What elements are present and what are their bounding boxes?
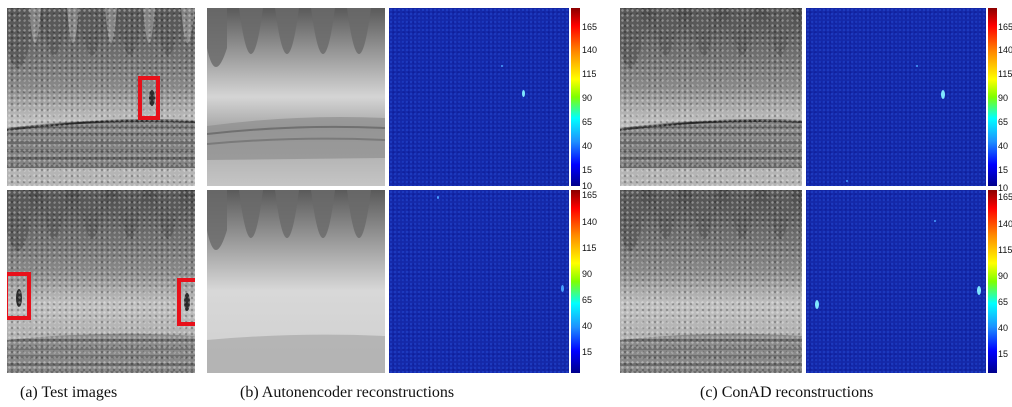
noise-texture	[620, 190, 802, 373]
tick-165: 165	[582, 22, 598, 32]
tick-15: 15	[582, 165, 593, 175]
noise-texture	[620, 8, 802, 186]
heatmap-noise	[806, 190, 986, 373]
caption-conad: (c) ConAD reconstructions	[700, 384, 874, 401]
tick-115: 115	[582, 243, 597, 253]
ae-recon-pattern-bottom	[207, 190, 385, 373]
caption-autoencoder: (b) Autonencoder reconstructions	[240, 384, 455, 401]
tick-90: 90	[582, 93, 593, 103]
tick-140: 140	[998, 219, 1012, 229]
tick-40: 40	[582, 321, 593, 331]
tick-65: 65	[582, 117, 593, 127]
tick-115: 115	[998, 245, 1012, 255]
panel-conad: 165 140 115 90 65 40 15	[620, 8, 1012, 373]
tick-90: 90	[998, 271, 1009, 281]
caption-test-images: (a) Test images	[20, 384, 118, 401]
conad-reconstruction-bottom	[620, 190, 802, 373]
textile-pattern-bottom	[7, 190, 195, 373]
tick-115: 115	[582, 69, 597, 79]
conad-error-heatmap-bottom	[806, 190, 986, 373]
tick-10: 10	[582, 181, 593, 191]
tick-15: 15	[998, 165, 1009, 175]
tick-40: 40	[998, 141, 1009, 151]
anomaly-spot-faint	[934, 220, 936, 222]
heatmap-noise	[389, 190, 569, 373]
ae-error-heatmap-top	[389, 8, 569, 186]
noise-texture	[7, 8, 195, 186]
anomaly-spot-faint	[501, 65, 503, 67]
anomaly-spot-faint	[846, 180, 848, 182]
ae-error-heatmap-bottom	[389, 190, 569, 373]
heatmap-noise	[806, 8, 986, 186]
tick-140: 140	[998, 45, 1012, 55]
tick-65: 65	[998, 117, 1009, 127]
test-image-top	[7, 8, 195, 186]
tick-10: 10	[998, 183, 1009, 193]
heatmap-noise	[389, 8, 569, 186]
noise-texture	[7, 190, 195, 373]
tick-140: 140	[582, 217, 598, 227]
tick-65: 65	[998, 297, 1009, 307]
anomaly-highlight-box	[138, 76, 160, 120]
conad-recon-pattern-bottom	[620, 190, 802, 373]
tick-15: 15	[582, 347, 593, 357]
panel-autoencoder: 165 140 115 90 65 40 15	[207, 8, 597, 373]
anomaly-highlight-box-right	[177, 278, 195, 326]
textile-pattern-top	[7, 8, 195, 186]
conad-reconstruction-top	[620, 8, 802, 186]
conad-recon-pattern-top	[620, 8, 802, 186]
tick-165: 165	[998, 22, 1012, 32]
anomaly-highlight-box-left	[7, 272, 31, 320]
tick-40: 40	[998, 323, 1009, 333]
ae-reconstruction-top	[207, 8, 385, 186]
anomaly-spot-left	[815, 300, 819, 309]
anomaly-spot	[437, 196, 439, 199]
tick-165: 165	[998, 192, 1012, 202]
colorbar-top-b	[571, 8, 580, 186]
test-image-bottom	[7, 190, 195, 373]
anomaly-spot-right	[977, 286, 981, 295]
tick-140: 140	[582, 45, 598, 55]
tick-40: 40	[582, 141, 593, 151]
ae-reconstruction-bottom	[207, 190, 385, 373]
conad-error-heatmap-top	[806, 8, 986, 186]
tick-90: 90	[582, 269, 593, 279]
panel-test-images	[7, 8, 195, 373]
ae-recon-pattern-top	[207, 8, 385, 186]
tick-165: 165	[582, 190, 598, 200]
tick-90: 90	[998, 93, 1009, 103]
anomaly-spot	[522, 90, 525, 97]
colorbar-bottom-c	[988, 190, 997, 373]
tick-65: 65	[582, 295, 593, 305]
tick-115: 115	[998, 69, 1012, 79]
anomaly-spot	[561, 285, 564, 292]
anomaly-spot-faint	[916, 65, 918, 67]
colorbar-top-c	[988, 8, 997, 186]
tick-15: 15	[998, 349, 1009, 359]
colorbar-bottom-b	[571, 190, 580, 373]
anomaly-spot	[941, 90, 945, 99]
